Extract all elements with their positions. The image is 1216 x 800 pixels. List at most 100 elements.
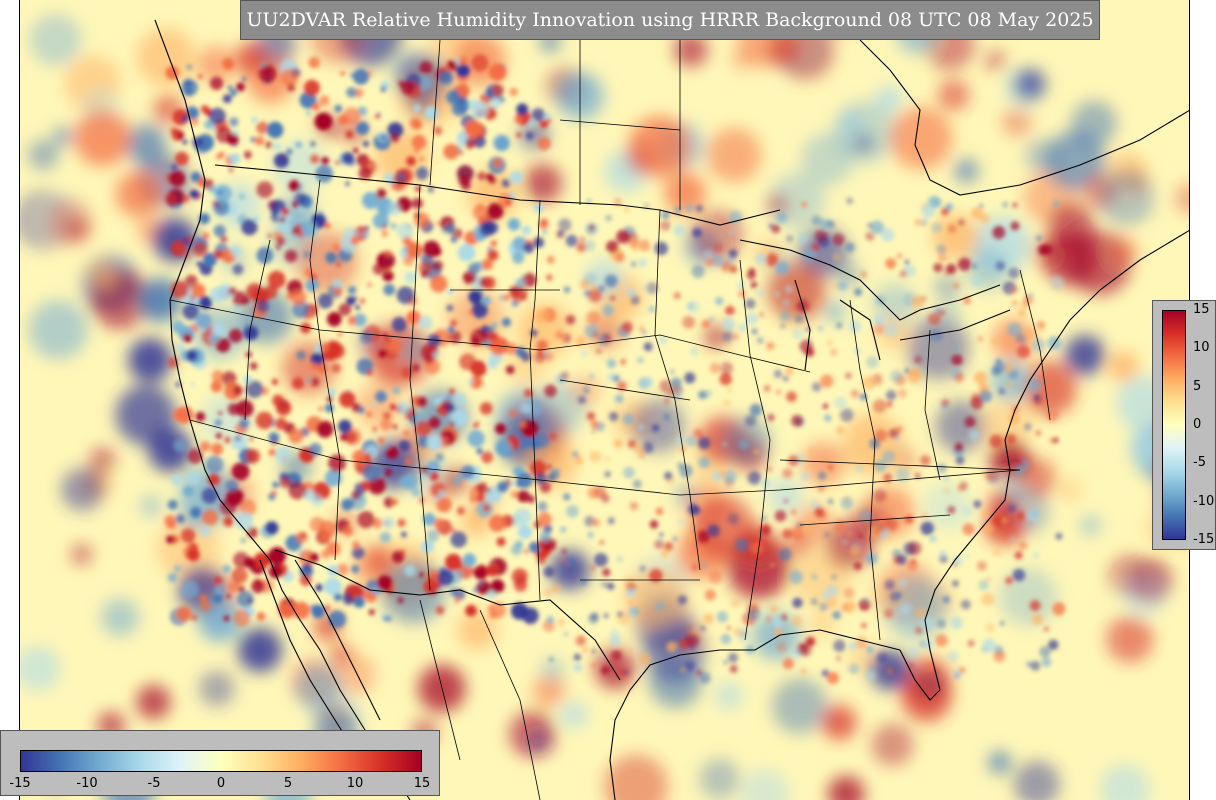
innovation-blob — [284, 249, 298, 263]
innovation-blob — [468, 309, 474, 316]
innovation-blob — [232, 385, 243, 396]
innovation-blob — [833, 101, 896, 164]
innovation-blob — [634, 444, 644, 455]
innovation-blob — [669, 369, 675, 375]
innovation-blob — [589, 450, 602, 463]
innovation-blob — [774, 290, 781, 297]
innovation-blob — [572, 451, 579, 458]
innovation-blob — [766, 616, 772, 622]
innovation-blob — [827, 464, 834, 471]
innovation-blob — [361, 232, 367, 238]
innovation-blob — [682, 315, 696, 329]
innovation-blob — [196, 261, 202, 267]
innovation-blob — [910, 558, 916, 564]
innovation-blob — [310, 154, 320, 164]
innovation-blob — [229, 88, 238, 97]
innovation-blob — [818, 326, 823, 331]
innovation-blob — [384, 468, 392, 477]
innovation-blob — [267, 270, 286, 289]
innovation-blob — [268, 546, 286, 565]
innovation-blob — [384, 615, 392, 623]
innovation-blob — [185, 274, 198, 288]
innovation-blob — [450, 408, 468, 427]
innovation-blob — [782, 658, 795, 670]
innovation-blob — [537, 136, 551, 151]
innovation-blob — [186, 64, 192, 70]
innovation-blob — [1009, 288, 1015, 294]
innovation-blob — [200, 105, 209, 114]
innovation-blob — [848, 641, 858, 651]
innovation-blob — [896, 554, 908, 565]
innovation-blob — [228, 167, 234, 173]
innovation-blob — [477, 171, 487, 181]
innovation-blob — [523, 388, 533, 398]
innovation-blob — [774, 510, 787, 522]
innovation-blob — [801, 201, 808, 208]
innovation-blob — [291, 200, 299, 209]
innovation-blob — [695, 204, 704, 213]
innovation-blob — [540, 218, 548, 226]
innovation-blob — [499, 96, 505, 103]
innovation-blob — [455, 83, 470, 98]
innovation-blob — [182, 333, 193, 343]
innovation-blob — [398, 440, 411, 452]
innovation-blob — [687, 626, 693, 632]
innovation-blob — [923, 217, 928, 222]
innovation-blob — [592, 331, 599, 338]
innovation-blob — [560, 701, 588, 729]
innovation-blob — [848, 320, 862, 333]
innovation-blob — [727, 513, 739, 525]
innovation-blob — [496, 481, 509, 493]
innovation-blob — [71, 543, 93, 566]
innovation-blob — [291, 377, 305, 390]
innovation-blob — [826, 671, 840, 685]
innovation-blob — [235, 82, 245, 92]
innovation-blob — [234, 42, 268, 75]
innovation-blob — [895, 591, 903, 599]
innovation-blob — [819, 219, 830, 229]
innovation-blob — [666, 641, 678, 653]
innovation-blob — [537, 512, 552, 527]
innovation-blob — [182, 303, 200, 320]
innovation-blob — [324, 577, 342, 596]
innovation-blob — [620, 358, 626, 365]
innovation-blob — [563, 493, 571, 501]
innovation-blob — [728, 249, 738, 258]
innovation-blob — [310, 352, 324, 366]
innovation-blob — [843, 587, 855, 599]
innovation-blob — [450, 319, 457, 327]
innovation-blob — [747, 607, 761, 621]
innovation-blob — [418, 261, 433, 275]
innovation-blob — [1001, 517, 1008, 524]
innovation-blob — [871, 723, 914, 766]
innovation-blob — [218, 411, 223, 416]
innovation-blob — [233, 304, 241, 312]
innovation-blob — [186, 471, 200, 486]
innovation-blob — [811, 243, 820, 252]
innovation-blob — [775, 389, 782, 395]
innovation-blob — [397, 518, 406, 528]
innovation-blob — [546, 525, 552, 530]
innovation-blob — [840, 496, 853, 510]
innovation-blob — [340, 433, 348, 442]
innovation-blob — [539, 531, 551, 543]
innovation-blob — [471, 101, 489, 119]
innovation-blob — [749, 403, 762, 416]
innovation-blob — [215, 126, 233, 143]
innovation-blob — [834, 520, 847, 533]
innovation-blob — [722, 330, 734, 342]
innovation-blob — [829, 348, 838, 357]
innovation-blob — [172, 408, 186, 422]
innovation-blob — [229, 153, 241, 164]
innovation-blob — [692, 564, 698, 571]
innovation-blob — [287, 83, 295, 92]
innovation-blob — [274, 446, 291, 463]
innovation-blob — [967, 639, 975, 647]
innovation-blob — [176, 606, 192, 622]
innovation-blob — [589, 224, 595, 231]
innovation-blob — [521, 225, 531, 235]
innovation-blob — [664, 471, 673, 481]
innovation-blob — [326, 541, 341, 557]
innovation-blob — [481, 451, 494, 464]
innovation-blob — [958, 219, 965, 226]
